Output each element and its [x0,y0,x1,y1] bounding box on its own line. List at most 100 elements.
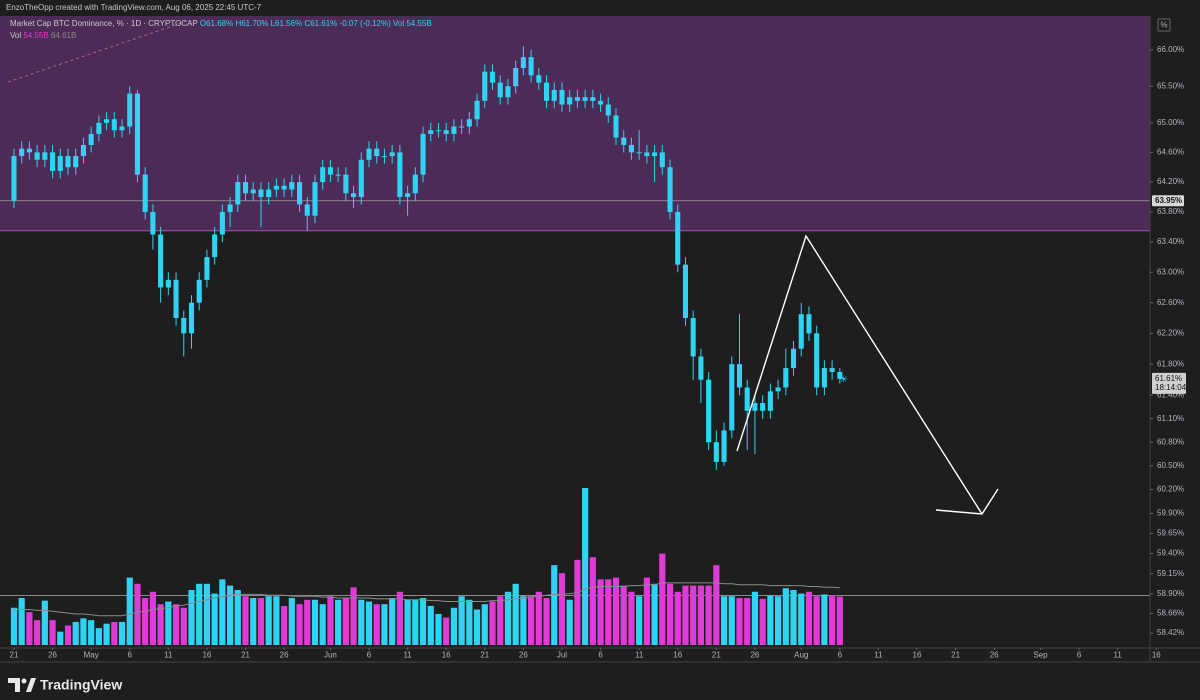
candle-body [613,115,619,138]
volume-bar [342,597,349,645]
x-tick-label: 16 [202,651,211,660]
candle-body [127,93,133,127]
y-tick-label: 64.20% [1157,177,1184,186]
volume-bar [311,599,319,645]
volume-bar [589,557,596,645]
volume-legend: Vol 54.55B 64.61B [10,31,76,40]
candle-body [111,119,117,131]
volume-bar [497,596,504,645]
volume-bar [226,585,234,645]
volume-bar [157,604,164,645]
y-tick-label: 65.50% [1157,81,1184,90]
volume-bar [720,596,728,645]
x-tick-label: 16 [673,651,682,660]
candle-body [829,368,835,372]
volume-bar [10,607,18,645]
candle-body [104,119,110,123]
volume-bar [335,599,342,645]
volume-bar [551,565,558,645]
volume-bar [489,601,496,645]
candle-body [343,174,349,194]
volume-bar [690,585,697,645]
candle-body [119,126,125,131]
volume-bar [466,599,473,645]
volume-readout: Vol 54.55B [393,19,432,28]
volume-bar [327,596,334,645]
candle-body [374,148,380,157]
x-tick-label: 26 [519,651,528,660]
volume-bar [404,599,411,645]
candle-body [790,348,797,369]
x-tick-label: 6 [367,651,372,660]
candle-body [443,130,449,134]
ohlc-readout: L61.56% [271,19,303,28]
volume-bar [751,591,759,645]
volume-bar [188,590,195,645]
candle-body [706,379,712,443]
x-tick-label: Aug [794,651,808,660]
candle-body [474,100,480,120]
x-tick-label: 26 [990,651,999,660]
candle-body [351,193,357,197]
candle-body [605,104,611,116]
candle-body [736,364,743,388]
change-readout: -0.07 (-0.12%) [340,19,391,28]
volume-bar [736,597,743,645]
candle-body [628,144,634,153]
countdown: 18:14:04 [1155,383,1187,392]
x-tick-label: 21 [712,651,721,660]
volume-bar [103,623,110,645]
volume-bar [697,585,704,645]
x-tick-label: 11 [874,651,883,660]
candle-body [752,403,758,411]
volume-bar [620,585,627,645]
volume-bar [281,605,288,645]
volume-ma-legend-value: 64.61B [51,31,76,40]
volume-bar [95,628,102,645]
last-price-box [1152,372,1186,394]
volume-bar [80,618,87,645]
y-tick-label: 61.10% [1157,414,1184,423]
x-tick-label: 21 [241,651,250,660]
candle-body [690,318,696,357]
volume-bar [41,600,48,645]
level-label-box [1152,195,1184,207]
brand-logo [21,678,27,684]
y-tick-label: 59.40% [1157,549,1184,558]
volume-bar [566,599,573,645]
volume-bar [628,591,635,645]
candle-body [667,167,673,212]
candle-body [42,152,48,160]
candle-body [50,152,56,171]
volume-bar [759,598,766,645]
volume-bar [636,596,643,645]
y-tick-label: 62.60% [1157,298,1184,307]
candle-body [188,302,195,334]
attribution: EnzoTheOpp created with TradingView.com,… [6,3,262,12]
last-price-label: 61.61% [1155,374,1182,383]
price-axis [1150,16,1200,662]
volume-bar [273,596,280,645]
volume-bar [389,597,396,645]
volume-ma-line [14,582,840,617]
volume-bar [798,593,805,645]
y-tick-label: 64.60% [1157,147,1184,156]
x-tick-label: Jul [557,651,567,660]
candle-body [327,167,333,175]
y-tick-label: 60.80% [1157,437,1184,446]
x-tick-label: 11 [635,651,644,660]
candle-body [219,211,225,235]
candle-body [204,257,210,280]
candle-body [397,152,403,197]
volume-bar [504,591,512,645]
x-tick-label: 11 [1114,651,1123,660]
candle-body [65,156,71,168]
candle-body [258,189,264,197]
candle-body [358,159,364,197]
candle-body [513,68,519,87]
unit-box [1157,18,1171,32]
volume-bar [57,631,64,645]
candle-body [281,185,287,190]
volume-bar [821,594,828,645]
candle-body [289,182,295,190]
